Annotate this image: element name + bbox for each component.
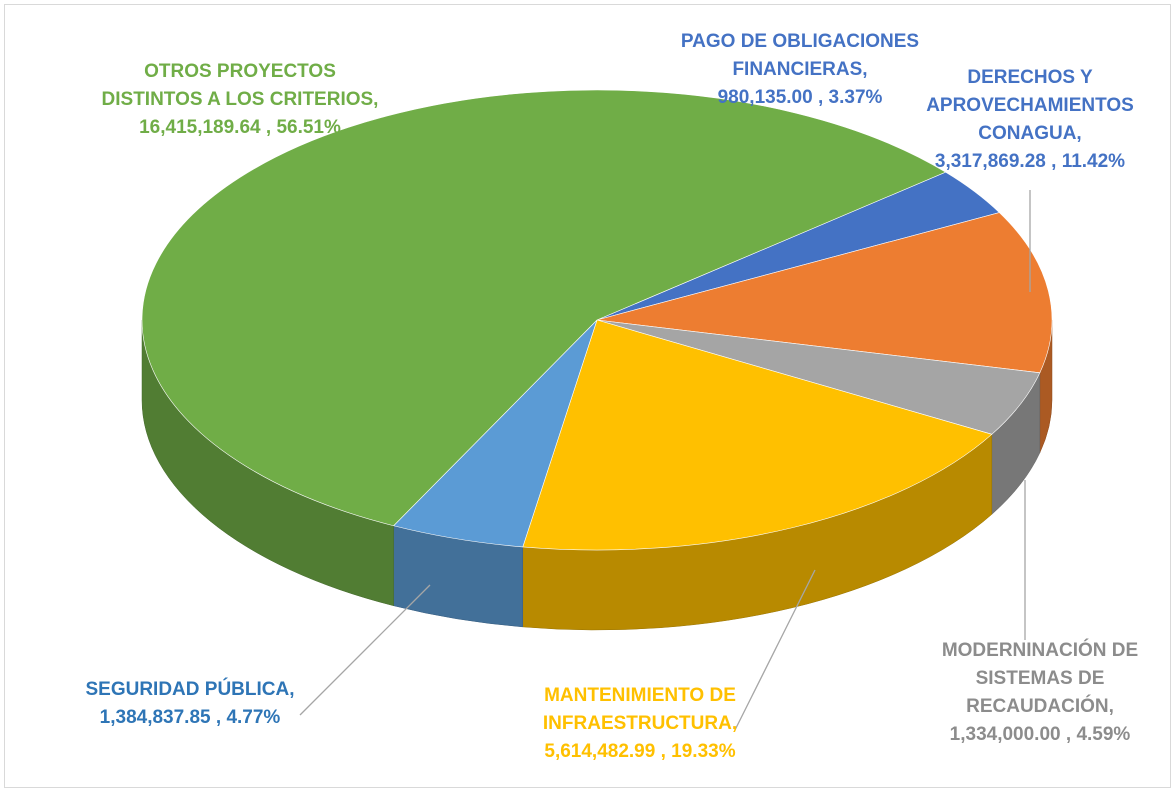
slice <box>141 89 947 527</box>
data-label-value: 1,384,837.85 , 4.77% <box>100 707 281 728</box>
data-label-part: , <box>813 87 829 108</box>
data-label-part: 56.51% <box>276 117 341 138</box>
data-label-name: OTROS PROYECTOS <box>144 61 336 82</box>
data-label-name: PAGO DE OBLIGACIONES <box>681 31 919 52</box>
data-label-name: RECAUDACIÓN, <box>966 695 1114 717</box>
leader-line <box>299 584 431 716</box>
data-label-name: MANTENIMIENTO DE <box>544 685 736 706</box>
data-label-part: 1,334,000.00 <box>950 724 1061 745</box>
data-label-part: , <box>1046 151 1062 172</box>
data-label-part: , <box>1061 724 1077 745</box>
data-label-name: DERECHOS Y <box>967 67 1093 88</box>
data-label-part: 16,415,189.64 <box>139 117 261 138</box>
data-label-value: 980,135.00 , 3.37% <box>718 87 883 108</box>
slice <box>596 212 1053 374</box>
data-label-part: 3.37% <box>829 87 883 108</box>
data-label-part: 5,614,482.99 <box>544 741 655 762</box>
data-label-name: SISTEMAS DE <box>976 668 1105 689</box>
data-label-value: 16,415,189.64 , 56.51% <box>139 117 341 138</box>
data-label-name: APROVECHAMIENTOS <box>926 95 1134 116</box>
leader-line <box>734 569 816 731</box>
data-label-name: SEGURIDAD PÚBLICA, <box>85 678 294 700</box>
data-label-value: 5,614,482.99 , 19.33% <box>544 741 735 762</box>
data-label-value: 1,334,000.00 , 4.59% <box>950 724 1131 745</box>
data-label-part: 3,317,869.28 <box>935 151 1046 172</box>
data-label-part: 4.77% <box>226 707 280 728</box>
slice <box>522 319 993 551</box>
data-label-part: , <box>261 117 277 138</box>
data-label-value: 3,317,869.28 , 11.42% <box>935 151 1125 172</box>
data-label-name: DISTINTOS A LOS CRITERIOS, <box>102 89 379 110</box>
data-label-part: 1,384,837.85 <box>100 707 211 728</box>
data-label-part: , <box>655 741 671 762</box>
data-label-name: INFRAESTRUCTURA, <box>543 713 737 734</box>
data-label-part: 11.42% <box>1062 151 1125 172</box>
data-label-part: 19.33% <box>671 741 736 762</box>
data-label-part: , <box>211 707 227 728</box>
data-label-name: CONAGUA, <box>978 123 1081 144</box>
data-label-part: 4.59% <box>1076 724 1130 745</box>
data-label-name: FINANCIERAS, <box>732 59 867 80</box>
data-label-part: 980,135.00 <box>718 87 813 108</box>
data-label-name: MODERNINACIÓN DE <box>942 639 1138 661</box>
